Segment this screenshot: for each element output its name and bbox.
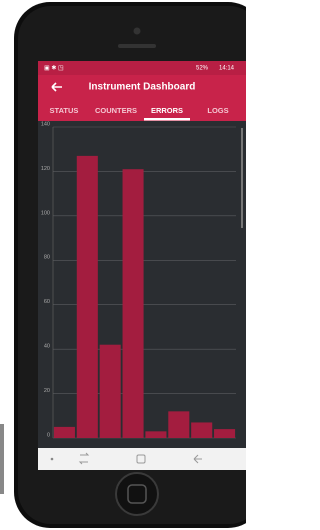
tab[interactable]: COUNTERS (95, 106, 137, 115)
nav-dot (51, 458, 54, 461)
scrollbar (241, 128, 243, 228)
y-tick-label: 80 (44, 255, 50, 261)
bar (77, 156, 98, 438)
clock: 14:14 (219, 66, 235, 72)
phone-screenshot: ▣ ✱ ◳ 52% 14:14 Instrument Dashboard STA… (0, 0, 246, 530)
app-title: Instrument Dashboard (89, 82, 196, 93)
tab[interactable]: LOGS (207, 106, 228, 115)
speaker (118, 44, 156, 48)
y-tick-label: 100 (41, 210, 50, 216)
active-tab-indicator (144, 118, 190, 121)
status-bar (38, 61, 246, 75)
bar (191, 422, 212, 438)
bar (214, 429, 235, 438)
battery-level: 52% (196, 66, 209, 72)
status-icons: ▣ ✱ ◳ (44, 65, 64, 72)
bar (54, 427, 75, 438)
y-tick-label: 0 (47, 432, 50, 438)
side-edge (0, 424, 4, 494)
tab[interactable]: ERRORS (151, 106, 183, 115)
nav-bar (38, 448, 246, 470)
bar (100, 345, 121, 438)
tab[interactable]: STATUS (50, 106, 79, 115)
bar (123, 169, 144, 438)
bar (145, 431, 166, 438)
home-button[interactable] (116, 473, 158, 515)
page: ▣ ✱ ◳ 52% 14:14 Instrument Dashboard STA… (0, 0, 246, 530)
y-tick-label: 20 (44, 388, 50, 394)
bar (168, 411, 189, 438)
y-tick-label: 120 (41, 166, 50, 172)
y-tick-label: 40 (44, 344, 50, 350)
y-tick-label: 60 (44, 299, 50, 305)
camera (134, 28, 141, 35)
y-tick-label: 140 (41, 121, 50, 127)
